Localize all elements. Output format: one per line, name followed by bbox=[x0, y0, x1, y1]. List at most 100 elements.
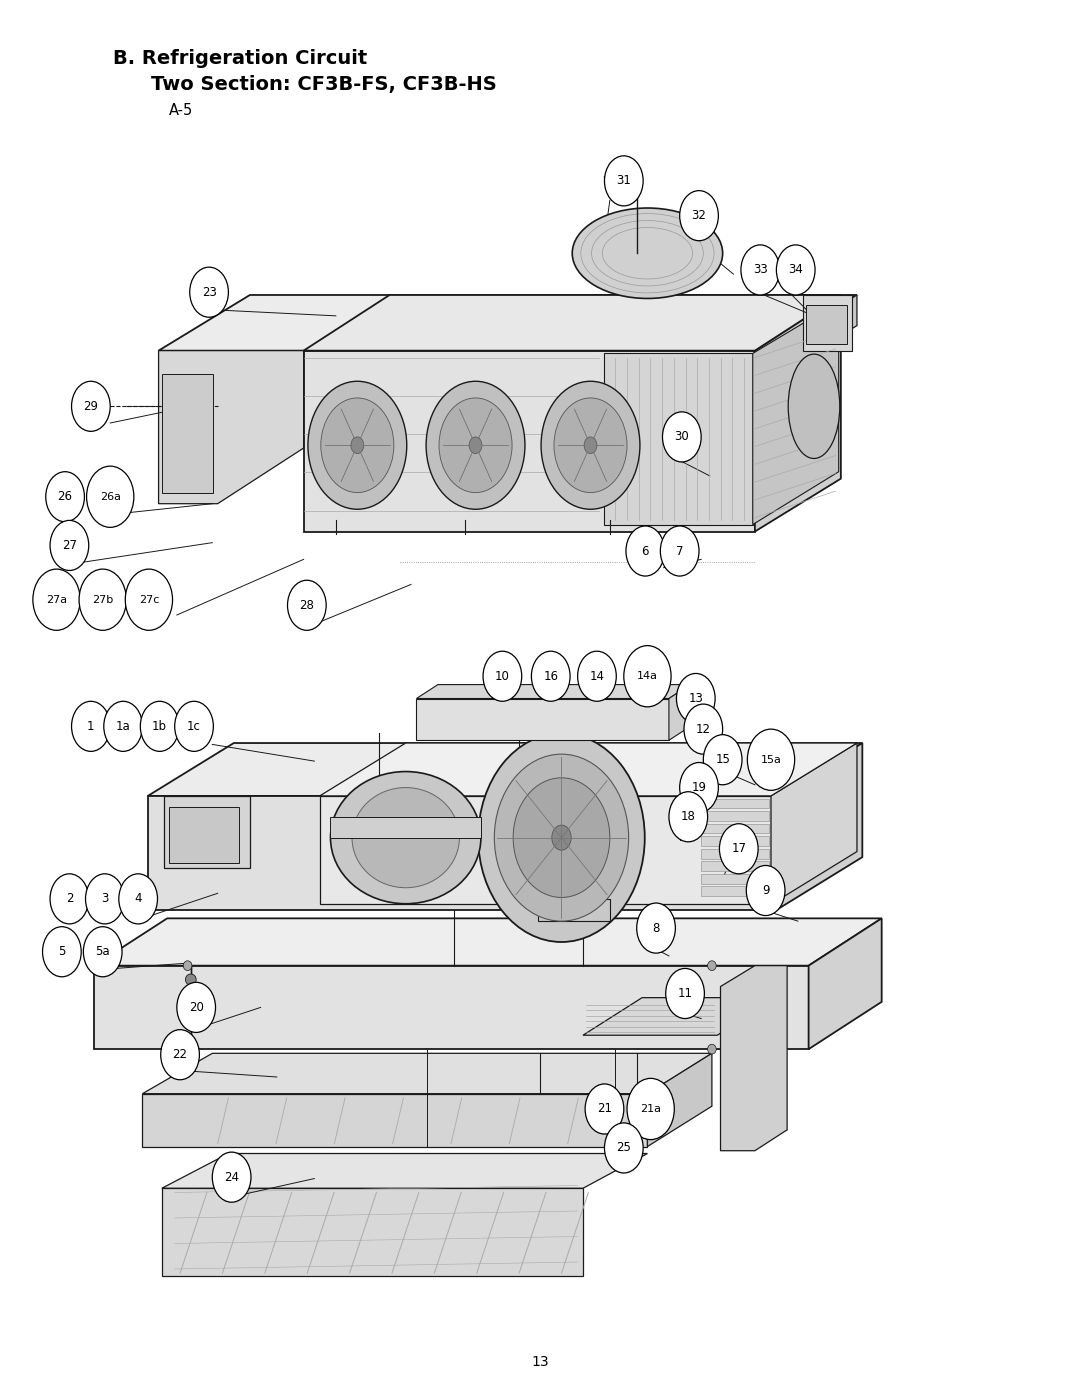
Ellipse shape bbox=[788, 353, 840, 458]
Polygon shape bbox=[417, 698, 669, 740]
Text: A-5: A-5 bbox=[170, 103, 193, 117]
Text: 14a: 14a bbox=[637, 671, 658, 682]
Text: 10: 10 bbox=[495, 669, 510, 683]
Ellipse shape bbox=[186, 1044, 197, 1055]
Text: 26: 26 bbox=[57, 490, 72, 503]
Polygon shape bbox=[720, 965, 787, 1151]
Ellipse shape bbox=[707, 1045, 716, 1053]
Circle shape bbox=[42, 926, 81, 977]
Polygon shape bbox=[701, 812, 769, 821]
Text: 30: 30 bbox=[674, 430, 689, 443]
Text: 23: 23 bbox=[202, 286, 216, 299]
Circle shape bbox=[605, 1123, 644, 1173]
Circle shape bbox=[665, 968, 704, 1018]
Text: 27a: 27a bbox=[46, 595, 67, 605]
Ellipse shape bbox=[352, 788, 459, 887]
Circle shape bbox=[50, 873, 89, 923]
Polygon shape bbox=[330, 817, 481, 838]
Circle shape bbox=[627, 1078, 674, 1140]
Polygon shape bbox=[164, 796, 249, 869]
Polygon shape bbox=[701, 886, 769, 895]
Circle shape bbox=[637, 902, 675, 953]
Polygon shape bbox=[148, 796, 777, 909]
Text: 29: 29 bbox=[83, 400, 98, 412]
Ellipse shape bbox=[513, 778, 610, 897]
Polygon shape bbox=[303, 351, 755, 531]
Polygon shape bbox=[583, 997, 777, 1035]
Ellipse shape bbox=[351, 437, 364, 454]
Polygon shape bbox=[771, 743, 856, 904]
Ellipse shape bbox=[469, 437, 482, 454]
Circle shape bbox=[684, 704, 723, 754]
Circle shape bbox=[213, 1153, 251, 1203]
Text: 16: 16 bbox=[543, 669, 558, 683]
Polygon shape bbox=[605, 353, 753, 524]
Polygon shape bbox=[148, 743, 862, 796]
Ellipse shape bbox=[554, 398, 627, 493]
Text: 19: 19 bbox=[691, 781, 706, 793]
Text: 9: 9 bbox=[761, 884, 769, 897]
Polygon shape bbox=[701, 849, 769, 859]
Text: 1a: 1a bbox=[116, 719, 131, 733]
Polygon shape bbox=[755, 295, 841, 531]
Ellipse shape bbox=[541, 381, 640, 510]
Text: 15: 15 bbox=[715, 753, 730, 766]
Circle shape bbox=[104, 701, 143, 752]
Text: 24: 24 bbox=[225, 1171, 239, 1183]
Polygon shape bbox=[753, 302, 839, 524]
Polygon shape bbox=[143, 1094, 647, 1147]
Circle shape bbox=[287, 580, 326, 630]
Circle shape bbox=[777, 244, 815, 295]
Ellipse shape bbox=[184, 961, 192, 971]
Text: 6: 6 bbox=[642, 545, 649, 557]
Text: 7: 7 bbox=[676, 545, 684, 557]
Text: 13: 13 bbox=[531, 1355, 549, 1369]
Text: 22: 22 bbox=[173, 1048, 188, 1062]
Ellipse shape bbox=[495, 754, 629, 921]
Circle shape bbox=[86, 467, 134, 527]
Circle shape bbox=[624, 645, 671, 707]
Circle shape bbox=[747, 729, 795, 791]
Text: 32: 32 bbox=[691, 210, 706, 222]
Text: 21a: 21a bbox=[640, 1104, 661, 1113]
Circle shape bbox=[605, 156, 644, 205]
Text: 2: 2 bbox=[66, 893, 73, 905]
Circle shape bbox=[79, 569, 126, 630]
Polygon shape bbox=[701, 873, 769, 883]
Polygon shape bbox=[159, 351, 303, 504]
Ellipse shape bbox=[321, 398, 394, 493]
Ellipse shape bbox=[184, 1045, 192, 1053]
Text: 1b: 1b bbox=[152, 719, 167, 733]
Text: 15a: 15a bbox=[760, 754, 782, 764]
Circle shape bbox=[719, 824, 758, 873]
Polygon shape bbox=[809, 918, 881, 1049]
Circle shape bbox=[125, 569, 173, 630]
Circle shape bbox=[578, 651, 617, 701]
Circle shape bbox=[85, 873, 124, 923]
Text: 27: 27 bbox=[62, 539, 77, 552]
Circle shape bbox=[177, 982, 216, 1032]
Polygon shape bbox=[159, 295, 856, 351]
Circle shape bbox=[119, 873, 158, 923]
Ellipse shape bbox=[572, 208, 723, 299]
Circle shape bbox=[140, 701, 179, 752]
Text: 31: 31 bbox=[617, 175, 631, 187]
Circle shape bbox=[669, 792, 707, 842]
Text: 17: 17 bbox=[731, 842, 746, 855]
Circle shape bbox=[679, 190, 718, 240]
Ellipse shape bbox=[427, 381, 525, 510]
Polygon shape bbox=[701, 862, 769, 872]
Polygon shape bbox=[162, 1189, 583, 1275]
Text: 26a: 26a bbox=[99, 492, 121, 502]
Text: 27c: 27c bbox=[138, 595, 159, 605]
Circle shape bbox=[83, 926, 122, 977]
Circle shape bbox=[679, 763, 718, 813]
Polygon shape bbox=[701, 799, 769, 809]
Ellipse shape bbox=[438, 398, 512, 493]
Text: 4: 4 bbox=[134, 893, 141, 905]
Polygon shape bbox=[159, 351, 766, 381]
Polygon shape bbox=[303, 295, 841, 351]
Bar bbox=[807, 305, 848, 344]
Ellipse shape bbox=[552, 826, 571, 851]
Circle shape bbox=[741, 244, 780, 295]
